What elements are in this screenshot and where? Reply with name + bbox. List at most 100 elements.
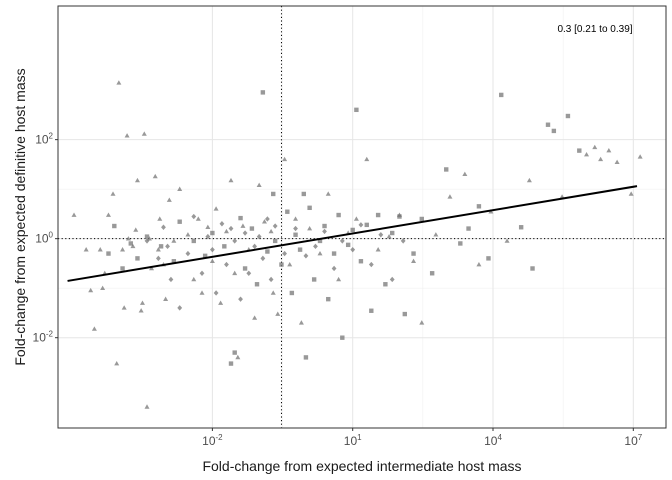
data-point-square [120,266,125,271]
data-point-diamond [144,238,150,244]
data-point-square [307,205,312,211]
data-point-triangle [317,250,323,256]
data-point-triangle [614,159,620,165]
data-point-triangle [526,177,532,183]
data-point-triangle [121,305,127,310]
data-point-triangle [209,258,215,264]
y-axis-ticks: 10-2 100 102 [33,132,58,345]
data-point-triangle [228,177,234,183]
y-tick-label: 100 [35,231,53,246]
data-point-triangle [116,80,122,85]
data-point-square [135,256,140,261]
data-point-triangle [592,144,598,150]
data-point-square [383,282,388,287]
data-point-triangle [100,285,106,290]
data-point-square [369,308,374,313]
data-point-square [112,223,117,229]
data-point-triangle [133,227,139,232]
data-point-triangle [110,191,116,196]
data-point-triangle [149,265,155,271]
data-point-square [358,259,364,264]
data-point-triangle [298,320,304,325]
data-point-triangle [240,223,246,228]
data-point-square [397,214,402,219]
x-tick-label: 101 [344,433,362,448]
data-point-triangle [83,247,89,252]
data-point-triangle [235,354,241,360]
data-point-diamond [268,276,274,283]
data-point-square [458,241,463,246]
data-point-triangle [171,238,177,243]
data-point-diamond [322,228,327,235]
data-point-triangle [139,300,145,305]
data-point-triangle [268,228,274,234]
data-point-square [303,355,309,360]
data-point-square [249,226,255,231]
data-point-triangle [223,228,229,234]
data-point-triangle [97,247,103,252]
data-point-triangle [134,177,140,183]
data-point-triangle [213,206,219,211]
slope-annotation: 0.3 [0.21 to 0.39] [557,24,632,35]
data-point-diamond [191,213,197,220]
data-point-square [340,335,345,340]
data-point-square [317,238,323,244]
data-point-triangle [282,156,288,162]
data-point-square [293,232,298,237]
data-point-diamond [246,270,252,276]
data-point-triangle [141,131,147,136]
data-point-square [238,215,243,221]
data-point-square [210,230,215,236]
data-point-square [202,253,208,259]
data-point-square [311,277,317,282]
data-point-diamond [199,270,205,276]
data-point-diamond [256,233,262,240]
data-point-square [350,227,355,233]
trend-line [67,185,638,282]
data-point-square [171,259,177,264]
data-point-square [289,290,295,296]
x-tick-label: 10-2 [202,433,223,448]
data-point-triangle [146,236,152,241]
data-point-diamond [232,238,238,244]
y-tick-label: 10-2 [33,330,54,345]
data-point-diamond [219,221,225,227]
data-point-diamond [161,224,166,230]
data-point-square [345,242,351,248]
data-point-square [466,226,471,231]
data-point-triangle [185,232,191,237]
data-point-diamond [389,276,395,283]
data-point-square [326,296,331,302]
data-point-square [254,282,260,287]
data-point-triangle [155,247,161,252]
data-point-triangle [71,212,77,217]
data-point-square [429,271,435,276]
data-point-triangle [293,216,299,221]
data-point-triangle [433,232,439,237]
data-point-triangle [606,148,612,153]
data-point-square [411,251,416,256]
data-point-triangle [152,173,158,179]
data-point-square [191,238,196,244]
data-point-square [228,361,234,366]
data-point-triangle [124,133,130,138]
data-point-triangle [504,238,510,243]
data-point-square [128,241,133,246]
data-point-triangle [252,315,258,320]
data-point-triangle [130,243,136,249]
data-point-triangle [88,287,94,293]
panel-border [57,5,667,429]
y-axis-title: Fold-change from expected definitive hos… [12,68,28,365]
data-point-diamond [238,296,243,302]
data-point-diamond [165,243,170,250]
data-point-triangle [199,290,205,295]
data-point-triangle [205,224,211,230]
data-point-triangle [419,320,425,325]
data-point-diamond [313,243,318,250]
data-point-triangle [476,261,482,267]
data-point-square [232,350,237,355]
data-point-triangle [114,360,120,366]
data-point-triangle [287,261,293,267]
data-point-square [486,256,491,261]
